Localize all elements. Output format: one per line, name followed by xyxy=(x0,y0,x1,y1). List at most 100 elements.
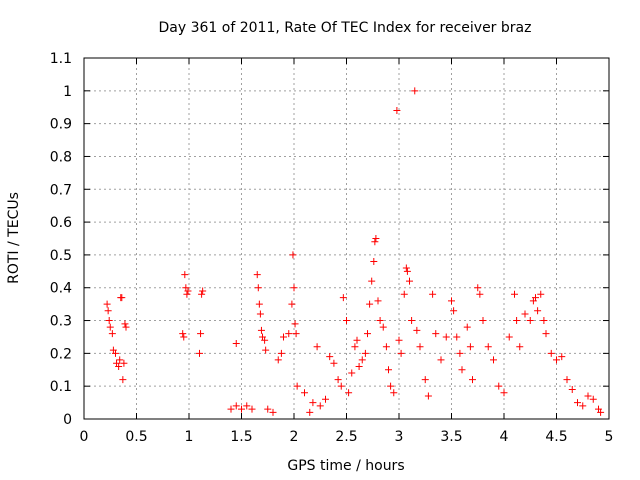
data-point xyxy=(374,297,382,305)
data-point xyxy=(395,336,403,344)
data-point xyxy=(330,359,338,367)
data-point xyxy=(456,349,464,357)
data-point xyxy=(558,353,566,361)
data-point xyxy=(495,382,503,390)
x-tick-label: 3.5 xyxy=(440,429,462,445)
data-point xyxy=(227,405,235,413)
data-point xyxy=(408,317,416,325)
data-point xyxy=(361,349,369,357)
data-point xyxy=(339,294,347,302)
data-point xyxy=(390,389,398,397)
data-point xyxy=(264,405,272,413)
data-point xyxy=(463,323,471,331)
data-point xyxy=(437,356,445,364)
y-tick-label: 0.1 xyxy=(50,379,72,395)
data-point xyxy=(198,290,206,298)
data-point xyxy=(421,376,429,384)
data-point xyxy=(387,382,395,390)
data-point xyxy=(326,353,334,361)
data-point xyxy=(115,362,123,370)
data-point xyxy=(413,326,421,334)
data-point xyxy=(532,294,539,302)
y-tick-label: 1 xyxy=(63,84,72,100)
data-point xyxy=(469,376,476,384)
data-point xyxy=(254,284,262,292)
data-point xyxy=(309,399,317,407)
y-tick-label: 0.5 xyxy=(50,248,72,264)
data-point xyxy=(181,271,189,279)
x-tick-label: 5 xyxy=(605,429,614,445)
data-point xyxy=(197,330,205,338)
x-tick-label: 4 xyxy=(500,429,509,445)
y-tick-label: 0.9 xyxy=(50,117,72,133)
data-point xyxy=(355,362,363,370)
y-tick-label: 1.1 xyxy=(50,51,72,67)
data-point xyxy=(104,307,112,315)
x-tick-label: 2 xyxy=(290,429,299,445)
data-point xyxy=(476,290,484,298)
data-point xyxy=(411,87,419,95)
data-point xyxy=(316,402,324,410)
x-tick-label: 4.5 xyxy=(545,429,567,445)
data-point xyxy=(537,290,545,298)
data-point xyxy=(568,385,576,393)
y-tick-label: 0.6 xyxy=(50,215,72,231)
y-axis-label: ROTI / TECUs xyxy=(6,192,22,284)
data-point xyxy=(280,333,287,341)
data-point xyxy=(371,238,379,246)
data-point xyxy=(345,389,353,397)
y-tick-label: 0 xyxy=(63,412,72,428)
data-point xyxy=(416,343,424,351)
data-point xyxy=(479,317,487,325)
data-point xyxy=(353,336,361,344)
data-point xyxy=(238,405,245,413)
data-point xyxy=(232,340,240,348)
data-point xyxy=(334,376,342,384)
data-point xyxy=(288,300,296,308)
data-point xyxy=(306,408,314,416)
data-point xyxy=(402,264,410,272)
data-point xyxy=(348,369,356,377)
data-point xyxy=(196,349,203,357)
data-point xyxy=(118,294,126,302)
data-point xyxy=(397,349,405,357)
data-point xyxy=(563,376,571,384)
data-point xyxy=(379,323,387,331)
y-tick-label: 0.2 xyxy=(50,346,72,362)
x-tick-label: 1 xyxy=(185,429,194,445)
data-point xyxy=(108,330,116,338)
data-point xyxy=(277,349,285,357)
data-point xyxy=(122,323,130,331)
x-tick-label: 3 xyxy=(395,429,404,445)
data-point xyxy=(553,356,560,364)
x-tick-label: 0 xyxy=(80,429,89,445)
data-point xyxy=(589,395,597,403)
data-point xyxy=(358,356,366,364)
data-point xyxy=(505,333,513,341)
data-point xyxy=(116,356,124,364)
data-point xyxy=(450,307,458,315)
axis-ticks: 0 0.5 1 1.5 2 2.5 3 3.5 4 4.5 5 0 0.1 0.2 0.3 0.4 0.5 0.6… xyxy=(50,51,614,445)
data-point xyxy=(366,300,374,308)
y-tick-label: 0.3 xyxy=(50,314,72,330)
data-point xyxy=(261,336,269,344)
data-point xyxy=(370,257,378,265)
data-point xyxy=(262,346,270,354)
x-axis-label: GPS time / hours xyxy=(287,458,404,474)
data-point xyxy=(376,317,384,325)
data-point xyxy=(521,310,529,318)
data-points xyxy=(103,87,605,416)
data-point xyxy=(313,343,321,351)
data-point xyxy=(293,382,301,390)
data-point xyxy=(180,333,188,341)
data-point xyxy=(179,330,187,338)
data-point xyxy=(453,333,461,341)
data-point xyxy=(337,382,345,390)
data-point xyxy=(183,290,191,298)
data-point xyxy=(103,300,111,308)
data-point xyxy=(106,323,114,331)
data-point xyxy=(343,317,350,325)
data-point xyxy=(256,310,264,318)
data-point xyxy=(120,359,128,367)
